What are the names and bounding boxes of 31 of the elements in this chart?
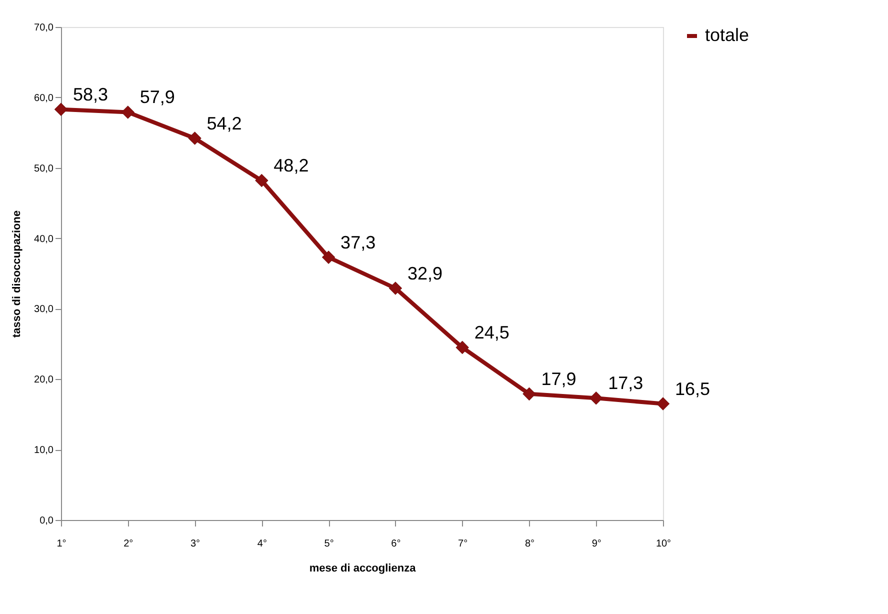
x-tick-label: 2° <box>124 538 134 550</box>
data-label: 57,9 <box>140 87 175 108</box>
x-tick-label: 9° <box>592 538 602 550</box>
x-tick-label: 10° <box>656 538 672 550</box>
x-axis-title: mese di accoglienza <box>309 562 417 574</box>
data-label: 32,9 <box>407 263 442 284</box>
x-tick-label: 7° <box>458 538 468 550</box>
data-label: 16,5 <box>675 378 710 399</box>
data-label: 17,3 <box>608 373 644 394</box>
y-tick-label: 60,0 <box>34 92 54 104</box>
x-tick-label: 4° <box>257 538 267 550</box>
data-label: 48,2 <box>274 156 309 176</box>
x-tick-label: 1° <box>56 538 66 550</box>
y-tick-label: 50,0 <box>34 163 54 174</box>
y-tick-label: 30,0 <box>34 304 54 316</box>
y-axis-title: tasso di disoccupazione <box>11 210 24 338</box>
legend-label: totale <box>705 25 750 45</box>
data-label: 54,2 <box>206 113 242 134</box>
data-label: 37,3 <box>340 232 376 252</box>
x-tick-label: 6° <box>391 538 401 550</box>
data-label: 17,9 <box>541 368 576 389</box>
y-tick-label: 20,0 <box>34 374 54 386</box>
y-tick-label: 70,0 <box>34 22 54 34</box>
x-tick-label: 5° <box>324 538 334 550</box>
x-tick-label: 8° <box>524 538 535 550</box>
data-label: 24,5 <box>474 322 510 342</box>
y-tick-label: 0,0 <box>40 516 54 526</box>
y-tick-label: 40,0 <box>34 234 54 245</box>
y-tick-label: 10,0 <box>34 445 54 456</box>
x-tick-label: 3° <box>190 538 200 550</box>
data-label: 58,3 <box>73 84 108 104</box>
